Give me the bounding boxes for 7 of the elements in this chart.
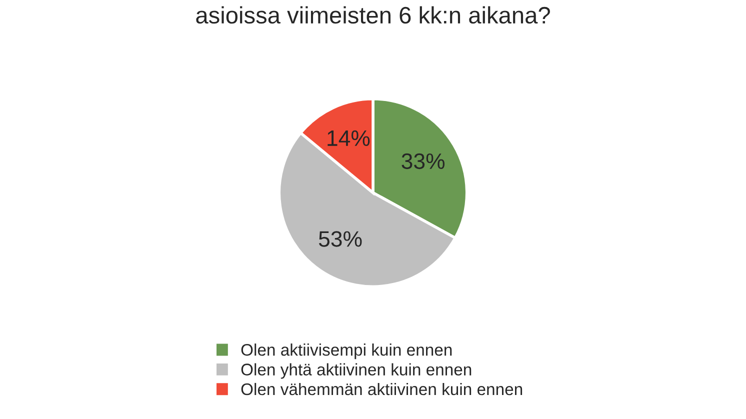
legend-label: Olen aktiivisempi kuin ennen: [241, 344, 452, 360]
legend-label: Olen yhtä aktiivinen kuin ennen: [241, 363, 472, 379]
data-label: 14%: [328, 130, 370, 146]
chart-title: asioissa viimeisten 6 kk:n aikana?: [196, 6, 550, 24]
legend-label: Olen vähemmän aktiivinen kuin ennen: [241, 382, 522, 396]
data-label: 33%: [402, 153, 445, 170]
data-label: 53%: [318, 231, 362, 247]
